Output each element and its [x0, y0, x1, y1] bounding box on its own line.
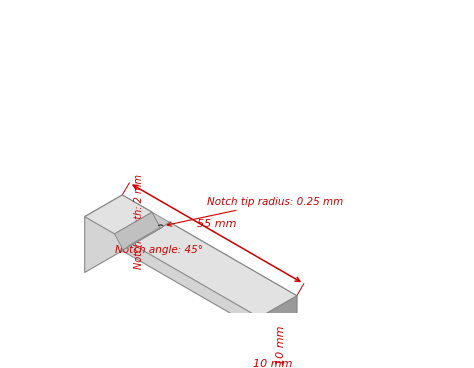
Polygon shape: [132, 222, 297, 318]
Polygon shape: [152, 212, 169, 228]
Polygon shape: [123, 222, 169, 250]
Text: Notch tip radius: 0.25 mm: Notch tip radius: 0.25 mm: [167, 197, 344, 226]
Text: 55 mm: 55 mm: [197, 219, 236, 229]
Polygon shape: [115, 212, 161, 250]
Text: 10 mm: 10 mm: [253, 359, 292, 368]
Polygon shape: [85, 195, 122, 272]
Text: Notch depth: 2 mm: Notch depth: 2 mm: [134, 174, 144, 269]
Text: 10 mm: 10 mm: [276, 326, 286, 365]
Polygon shape: [259, 296, 297, 368]
Polygon shape: [85, 195, 152, 234]
Polygon shape: [122, 195, 297, 351]
Text: Notch angle: 45°: Notch angle: 45°: [115, 245, 203, 255]
